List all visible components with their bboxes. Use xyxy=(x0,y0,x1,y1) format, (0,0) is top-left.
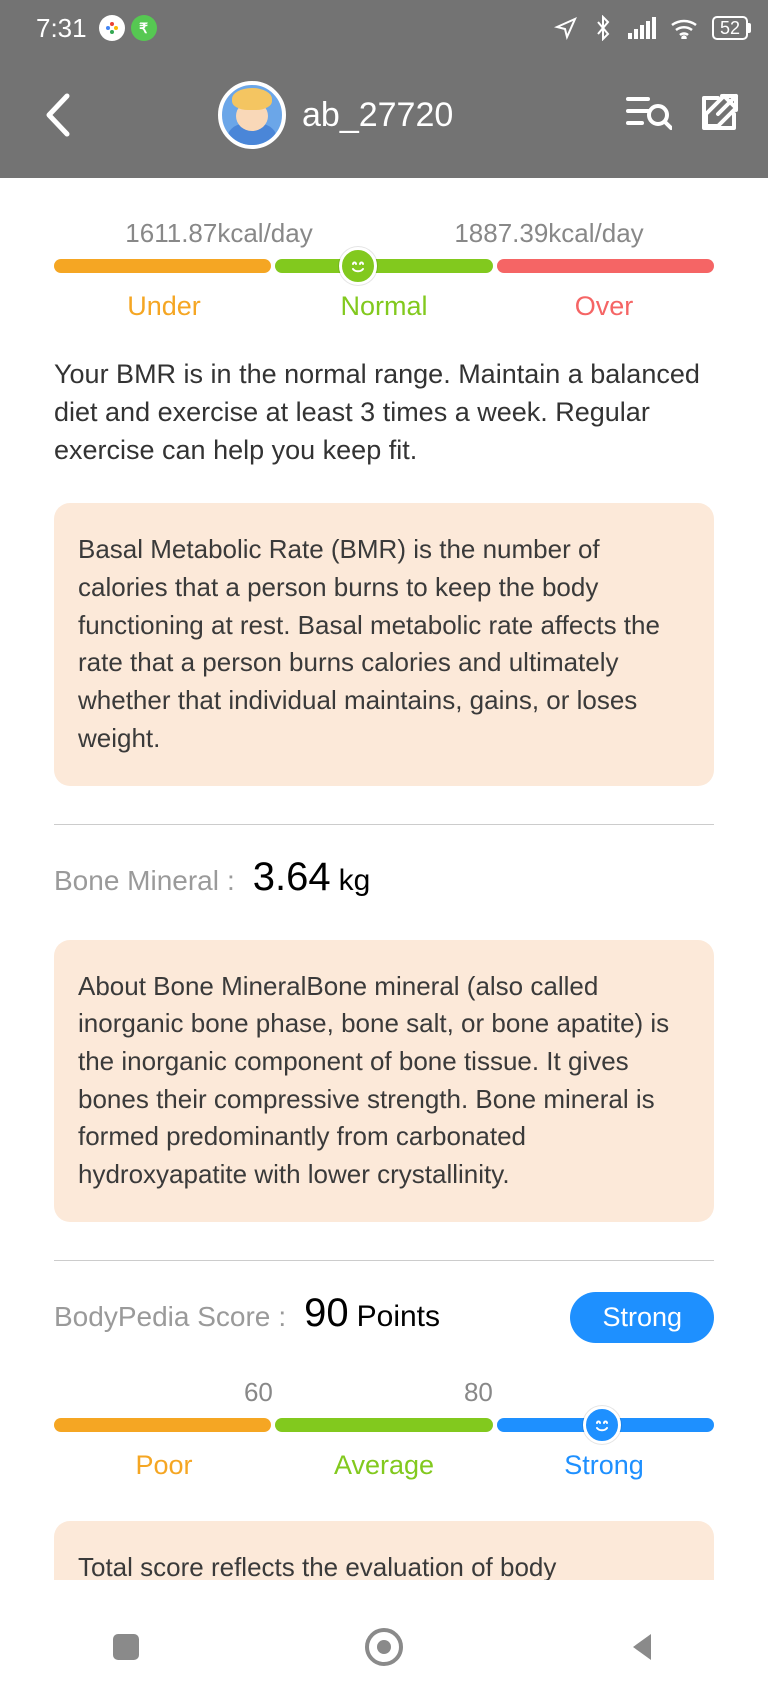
score-tick-high: 80 xyxy=(275,1377,493,1408)
score-label: BodyPedia Score xyxy=(54,1301,270,1333)
range-segment xyxy=(54,1418,271,1432)
app-bar: ab_27720 xyxy=(0,70,768,160)
score-badge: Strong xyxy=(570,1292,714,1343)
score-value: 90 xyxy=(304,1291,349,1336)
battery-icon: 52 xyxy=(712,16,748,40)
signal-icon xyxy=(628,17,656,39)
score-tick-low: 60 xyxy=(55,1377,273,1408)
android-nav-bar xyxy=(0,1586,768,1706)
bone-value: 3.64 xyxy=(253,855,331,900)
username: ab_27720 xyxy=(302,96,453,135)
search-list-button[interactable] xyxy=(626,93,672,138)
score-ticks: 60 80 xyxy=(54,1377,714,1408)
range-segment xyxy=(275,1418,492,1432)
range-marker-icon xyxy=(339,247,377,285)
profile[interactable]: ab_27720 xyxy=(218,81,453,149)
range-segment xyxy=(54,259,271,273)
bmr-range-labels: UnderNormalOver xyxy=(54,291,714,322)
bmr-high-threshold: 1887.39kcal/day xyxy=(384,218,714,249)
range-label: Over xyxy=(494,291,714,322)
score-unit: Points xyxy=(357,1300,440,1334)
bone-label: Bone Mineral xyxy=(54,865,219,897)
bluetooth-icon xyxy=(592,15,614,41)
status-right: 52 xyxy=(554,15,748,41)
header-area: 7:31 ₹ 52 ab_27720 xyxy=(0,0,768,178)
content[interactable]: 1611.87kcal/day 1887.39kcal/day UnderNor… xyxy=(0,178,768,1580)
bmr-advice: Your BMR is in the normal range. Maintai… xyxy=(54,356,714,469)
edit-button[interactable] xyxy=(698,92,740,139)
score-info-box: Total score reflects the evaluation of b… xyxy=(54,1521,714,1580)
bone-unit: kg xyxy=(339,864,371,898)
status-time: 7:31 xyxy=(36,13,87,44)
back-nav-button[interactable] xyxy=(625,1630,659,1664)
bmr-info-box: Basal Metabolic Rate (BMR) is the number… xyxy=(54,503,714,785)
recent-apps-button[interactable] xyxy=(109,1630,143,1664)
screen: 7:31 ₹ 52 ab_27720 xyxy=(0,0,768,1706)
bone-info-box: About Bone MineralBone mineral (also cal… xyxy=(54,940,714,1222)
score-range-bar xyxy=(54,1418,714,1432)
range-label: Normal xyxy=(274,291,494,322)
status-bar: 7:31 ₹ 52 xyxy=(0,0,768,56)
bmr-low-threshold: 1611.87kcal/day xyxy=(54,218,384,249)
back-button[interactable] xyxy=(28,85,88,145)
range-label: Under xyxy=(54,291,274,322)
range-label: Poor xyxy=(54,1450,274,1481)
bmr-range-bar xyxy=(54,259,714,273)
bone-mineral-row: Bone Mineral: 3.64kg xyxy=(54,855,714,900)
app-badge-icon: ₹ xyxy=(131,15,157,41)
range-label: Average xyxy=(274,1450,494,1481)
avatar-icon xyxy=(218,81,286,149)
range-marker-icon xyxy=(583,1406,621,1444)
divider xyxy=(54,1260,714,1261)
home-button[interactable] xyxy=(362,1625,406,1669)
range-segment xyxy=(497,259,714,273)
location-icon xyxy=(554,16,578,40)
wifi-icon xyxy=(670,17,698,39)
score-row: BodyPedia Score: 90Points Strong xyxy=(54,1291,714,1343)
bmr-thresholds: 1611.87kcal/day 1887.39kcal/day xyxy=(54,178,714,259)
score-range-labels: PoorAverageStrong xyxy=(54,1450,714,1481)
range-segment xyxy=(275,259,492,273)
range-label: Strong xyxy=(494,1450,714,1481)
assistant-icon xyxy=(99,15,125,41)
divider xyxy=(54,824,714,825)
